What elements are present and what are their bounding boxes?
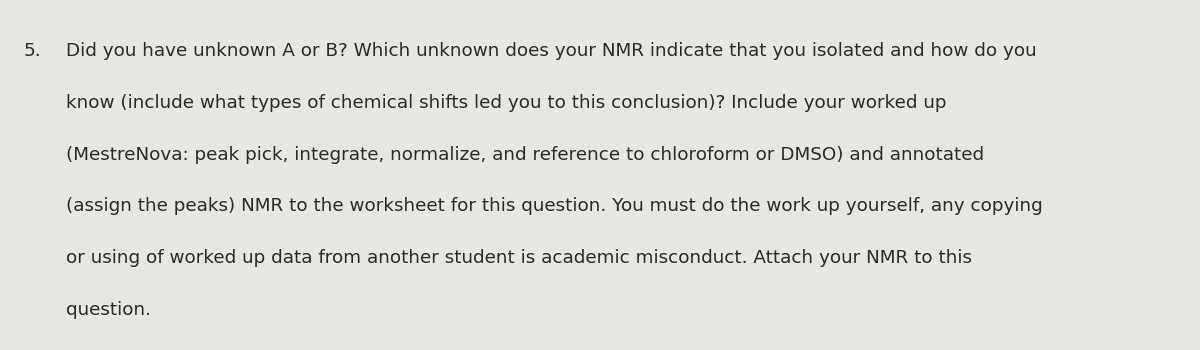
Text: (assign the peaks) NMR to the worksheet for this question. You must do the work : (assign the peaks) NMR to the worksheet … bbox=[66, 197, 1043, 215]
Text: know (include what types of chemical shifts led you to this conclusion)? Include: know (include what types of chemical shi… bbox=[66, 94, 947, 112]
Text: (MestreNova: peak pick, integrate, normalize, and reference to chloroform or DMS: (MestreNova: peak pick, integrate, norma… bbox=[66, 146, 984, 163]
Text: or using of worked up data from another student is academic misconduct. Attach y: or using of worked up data from another … bbox=[66, 249, 972, 267]
Text: question.: question. bbox=[66, 301, 151, 319]
Text: Did you have unknown A or B? Which unknown does your NMR indicate that you isola: Did you have unknown A or B? Which unkno… bbox=[66, 42, 1037, 60]
Text: 5.: 5. bbox=[24, 42, 42, 60]
